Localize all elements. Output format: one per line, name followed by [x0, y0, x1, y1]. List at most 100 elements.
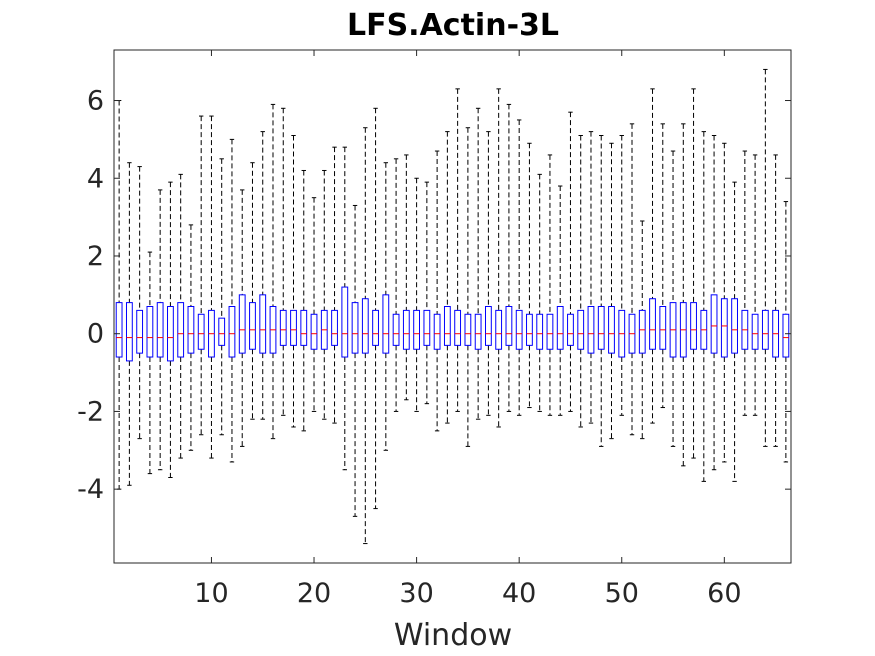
box-iqr — [761, 309, 769, 350]
box-window-53 — [649, 88, 656, 424]
box-iqr — [115, 302, 123, 358]
box-window-11 — [218, 158, 226, 436]
box-window-25 — [361, 127, 369, 545]
box-iqr — [341, 286, 349, 358]
box-iqr — [782, 313, 790, 358]
y-tick-label: -2 — [77, 396, 104, 427]
box-series — [115, 68, 790, 545]
box-iqr — [156, 302, 164, 358]
box-window-16 — [269, 103, 277, 440]
box-window-28 — [392, 158, 400, 412]
y-tick-label: 2 — [87, 241, 104, 272]
box-iqr — [556, 306, 564, 350]
box-window-15 — [259, 131, 267, 420]
box-iqr — [731, 298, 738, 354]
box-window-62 — [741, 150, 749, 416]
box-iqr — [372, 309, 379, 346]
x-axis-label: Window — [394, 618, 512, 653]
box-iqr — [382, 294, 390, 354]
box-iqr — [536, 313, 544, 350]
box-window-3 — [136, 166, 144, 440]
box-window-37 — [485, 131, 492, 416]
box-iqr — [454, 309, 462, 346]
box-window-55 — [669, 150, 677, 447]
box-iqr — [310, 313, 318, 350]
box-iqr — [413, 309, 420, 350]
box-iqr — [659, 306, 667, 350]
box-window-44 — [556, 185, 564, 416]
box-window-6 — [167, 181, 174, 478]
box-window-26 — [372, 107, 379, 510]
box-window-4 — [146, 251, 154, 475]
box-window-48 — [597, 135, 605, 447]
box-iqr — [187, 306, 195, 354]
box-iqr — [146, 306, 154, 358]
box-iqr — [464, 313, 472, 346]
box-window-66 — [782, 201, 790, 463]
box-window-12 — [228, 138, 236, 463]
box-window-17 — [279, 107, 287, 416]
chart-title: LFS.Actin-3L — [347, 8, 559, 43]
box-window-24 — [351, 204, 359, 517]
box-iqr — [526, 313, 533, 346]
box-iqr — [331, 309, 338, 346]
box-iqr — [443, 306, 451, 346]
box-iqr — [218, 317, 226, 346]
box-window-43 — [546, 154, 554, 416]
box-window-10 — [208, 115, 215, 459]
box-window-65 — [772, 154, 780, 447]
box-iqr — [228, 306, 236, 358]
box-window-38 — [495, 88, 503, 428]
x-tick-label: 60 — [707, 578, 741, 609]
box-iqr — [249, 302, 256, 350]
box-window-41 — [526, 142, 533, 409]
box-window-23 — [341, 146, 349, 471]
x-tick-label: 50 — [605, 578, 639, 609]
box-window-54 — [659, 123, 667, 409]
box-iqr — [423, 309, 431, 346]
box-window-19 — [300, 169, 308, 432]
y-tick-label: -4 — [77, 474, 104, 505]
box-window-61 — [731, 181, 738, 482]
box-iqr — [167, 306, 174, 362]
box-window-49 — [608, 142, 615, 440]
box-window-14 — [249, 162, 256, 420]
box-window-42 — [536, 173, 544, 412]
box-iqr — [587, 306, 595, 354]
box-window-39 — [505, 103, 513, 412]
box-window-36 — [474, 107, 482, 420]
box-iqr — [177, 302, 185, 358]
box-window-56 — [679, 123, 687, 467]
box-window-59 — [710, 135, 718, 471]
box-window-33 — [443, 131, 451, 424]
axis-ticks: -4 -2 0 2 4 6 10 20 30 40 50 60 — [77, 50, 791, 609]
box-window-34 — [454, 88, 462, 412]
box-window-31 — [423, 181, 431, 405]
box-iqr — [300, 309, 308, 346]
box-window-47 — [587, 131, 595, 424]
box-iqr — [474, 313, 482, 350]
box-iqr — [597, 306, 605, 350]
box-window-45 — [567, 111, 574, 412]
box-window-18 — [290, 135, 297, 428]
box-window-7 — [177, 173, 185, 459]
box-window-57 — [690, 88, 697, 459]
box-iqr — [710, 294, 718, 354]
box-iqr — [279, 309, 287, 346]
box-iqr — [392, 313, 400, 346]
box-iqr — [290, 309, 297, 346]
box-iqr — [720, 298, 728, 358]
box-window-32 — [433, 150, 441, 432]
box-window-63 — [751, 154, 759, 416]
box-window-29 — [402, 154, 410, 401]
y-tick-label: 0 — [87, 319, 104, 350]
box-window-22 — [331, 146, 338, 424]
box-window-50 — [618, 135, 626, 416]
box-window-40 — [515, 119, 523, 416]
box-window-35 — [464, 127, 472, 447]
box-iqr — [495, 309, 503, 350]
box-iqr — [751, 313, 759, 350]
x-tick-label: 10 — [194, 578, 228, 609]
y-tick-label: 6 — [87, 86, 104, 117]
